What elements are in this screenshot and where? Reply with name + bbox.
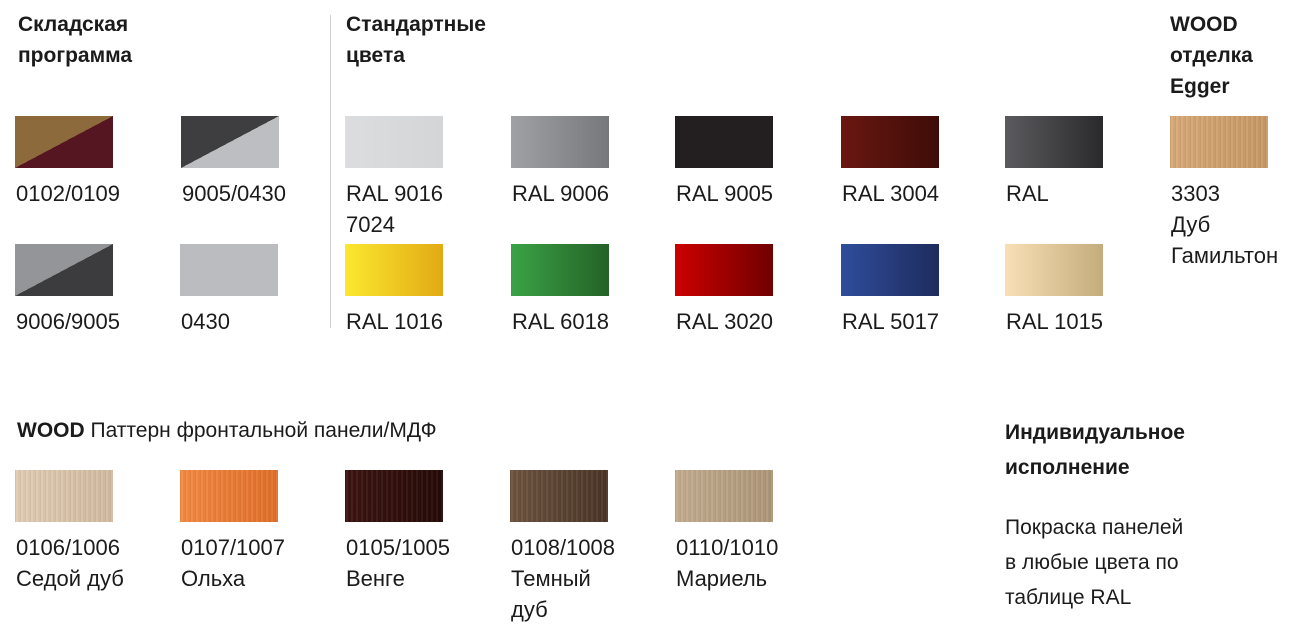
swatch-label: 0102/0109 xyxy=(16,181,120,206)
color-swatch xyxy=(345,116,443,168)
color-swatch xyxy=(511,244,609,296)
color-swatch xyxy=(510,470,608,522)
color-swatch xyxy=(511,116,609,168)
swatch-label: 0107/1007 Ольха xyxy=(181,535,285,591)
stock-title: Складская программа xyxy=(18,13,133,67)
swatch-label: 9006/9005 xyxy=(16,309,120,334)
swatch-label: RAL 6018 xyxy=(512,309,610,334)
panel-title-bold: WOOD xyxy=(17,419,85,442)
swatch-label: 9005/0430 xyxy=(182,181,286,206)
color-swatch xyxy=(345,244,443,296)
color-swatch xyxy=(180,244,278,296)
swatch-label: RAL 1015 xyxy=(1006,309,1104,334)
color-swatch xyxy=(841,244,939,296)
color-swatch xyxy=(181,116,279,168)
swatch-label: RAL 1016 xyxy=(346,309,444,334)
color-swatch xyxy=(675,116,773,168)
color-swatch xyxy=(841,116,939,168)
divider xyxy=(330,15,331,328)
panel-title: WOOD Паттерн фронтальной панели/МДФ xyxy=(17,415,437,446)
swatch-label: RAL 9016 7024 xyxy=(346,181,444,237)
standard-title: Стандартные цвета xyxy=(346,13,486,67)
color-swatch xyxy=(180,470,278,522)
swatch-label: 0106/1006 Седой дуб xyxy=(16,535,124,591)
custom-title: Индивидуальное исполнение xyxy=(1005,421,1185,479)
color-swatch xyxy=(15,116,113,168)
swatch-label: RAL 3020 xyxy=(676,309,774,334)
panel-title-rest: Паттерн фронтальной панели/МДФ xyxy=(84,419,437,442)
color-swatch xyxy=(345,470,443,522)
color-swatch xyxy=(675,470,773,522)
custom-text: Покраска панелей в любые цвета по таблиц… xyxy=(1005,516,1184,609)
swatch-label: 0105/1005 Венге xyxy=(346,535,450,591)
color-swatch xyxy=(1170,116,1268,168)
color-swatch xyxy=(675,244,773,296)
swatch-label: 0108/1008 Темный дуб xyxy=(511,535,615,622)
color-swatch xyxy=(15,244,113,296)
swatch-label: 0110/1010 Мариель xyxy=(676,535,779,591)
swatch-label: RAL 5017 xyxy=(842,309,940,334)
egger-title: WOOD отделка Egger xyxy=(1170,13,1253,98)
color-swatch xyxy=(1005,116,1103,168)
color-swatch xyxy=(15,470,113,522)
swatch-label: 3303 Дуб Гамильтон xyxy=(1171,181,1279,268)
swatch-label: RAL xyxy=(1006,181,1049,206)
swatch-label: RAL 9006 xyxy=(512,181,610,206)
swatch-label: 0430 xyxy=(181,309,230,334)
swatch-label: RAL 3004 xyxy=(842,181,940,206)
swatch-label: RAL 9005 xyxy=(676,181,774,206)
color-swatch xyxy=(1005,244,1103,296)
